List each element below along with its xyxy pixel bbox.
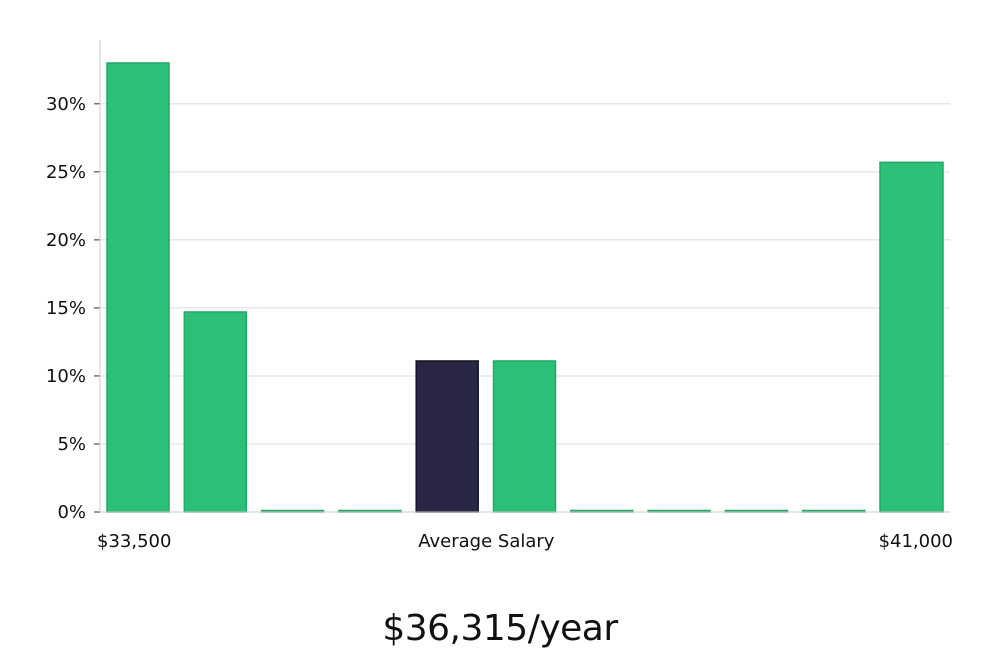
bars	[106, 62, 944, 513]
x-tick-label-2: $41,000	[879, 531, 953, 552]
y-tick-label-30: 30%	[46, 94, 86, 115]
bar-average-salary	[415, 360, 479, 513]
y-tick-label-25: 25%	[46, 162, 86, 183]
bar-10	[879, 161, 944, 513]
average-salary-caption: $36,315/year	[382, 608, 618, 649]
x-tick-labels: $33,500 Average Salary $41,000	[97, 531, 953, 552]
bar-1	[183, 311, 248, 513]
y-tick-label-20: 20%	[46, 230, 86, 251]
x-tick-label-1: Average Salary	[418, 531, 555, 552]
x-tick-label-0: $33,500	[97, 531, 171, 552]
histogram-svg: 0% 5% 10% 15% 20% 25% 30% $33,500 Average Salar…	[46, 40, 953, 552]
axes	[94, 40, 950, 513]
y-tick-label-15: 15%	[46, 298, 86, 319]
bar-5	[492, 360, 557, 513]
y-tick-label-10: 10%	[46, 366, 86, 387]
y-tick-labels: 0% 5% 10% 15% 20% 25% 30%	[46, 94, 86, 523]
y-tick-label-5: 5%	[57, 434, 86, 455]
y-tick-label-0: 0%	[57, 502, 86, 523]
bar-0	[106, 62, 170, 513]
